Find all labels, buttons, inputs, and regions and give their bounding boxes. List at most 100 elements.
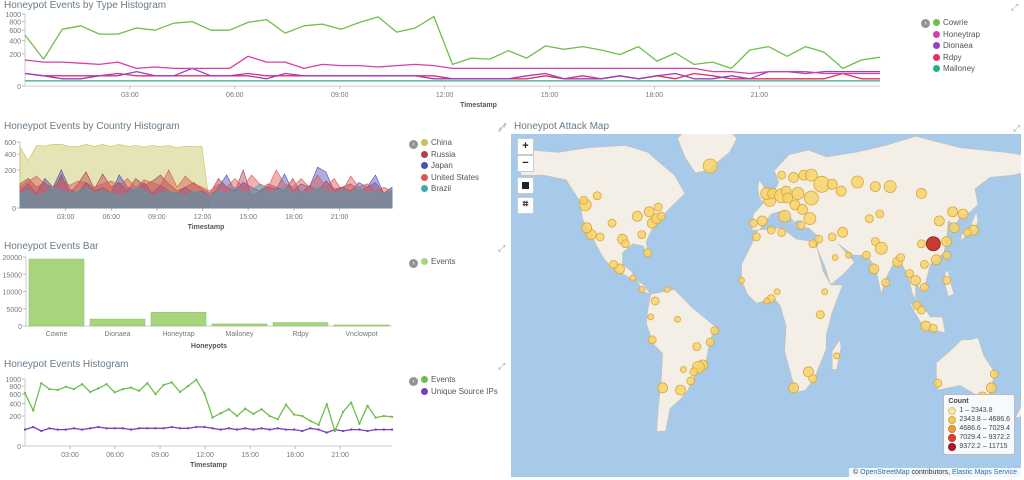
data-point bbox=[31, 425, 35, 429]
attack-marker bbox=[579, 195, 589, 205]
zoom-out-button[interactable]: − bbox=[517, 155, 534, 172]
data-point bbox=[64, 385, 67, 389]
zoom-in-button[interactable]: + bbox=[517, 138, 534, 155]
y-tick-label: 0 bbox=[17, 444, 21, 451]
legend-item[interactable]: United States bbox=[421, 172, 479, 184]
expand-icon[interactable]: ⤢ bbox=[498, 243, 506, 253]
legend-dot bbox=[933, 65, 940, 73]
openstreetmap-link[interactable]: OpenStreetMap bbox=[860, 469, 910, 476]
data-point bbox=[105, 383, 108, 386]
attack-marker bbox=[705, 337, 715, 347]
attack-map[interactable]: + − ⌗ Count 1 – 2343.8 2343.8 – 4686.6 468… bbox=[511, 134, 1021, 477]
legend-label: Unique Source IPs bbox=[431, 386, 498, 396]
data-point bbox=[48, 387, 51, 391]
x-tick-label: 06:00 bbox=[226, 92, 244, 99]
chevron-icon[interactable]: › bbox=[409, 377, 418, 386]
x-tick-label: Mailoney bbox=[225, 331, 254, 338]
chevron-icon[interactable]: › bbox=[409, 259, 418, 268]
data-point bbox=[301, 429, 304, 433]
legend-item[interactable]: Dionaea bbox=[933, 40, 980, 52]
attack-marker bbox=[881, 278, 891, 288]
chevron-icon[interactable]: › bbox=[921, 19, 930, 28]
attack-marker bbox=[875, 209, 885, 219]
data-point bbox=[252, 428, 255, 431]
expand-icon[interactable]: ⤢ bbox=[1013, 123, 1021, 133]
data-point bbox=[244, 407, 247, 410]
legend-dot bbox=[421, 185, 428, 193]
legend-label: Events bbox=[431, 257, 456, 267]
legend-item[interactable]: Cowrie bbox=[933, 17, 980, 29]
legend-label: Rdpy bbox=[943, 52, 962, 62]
data-point bbox=[162, 427, 165, 430]
x-tick-label: Dionaea bbox=[104, 331, 130, 338]
x-tick-label: Rdpy bbox=[292, 331, 309, 338]
data-point bbox=[358, 428, 361, 431]
x-tick-label: 09:00 bbox=[151, 452, 169, 459]
attack-marker bbox=[948, 222, 960, 234]
type-histogram-panel: Honeypot Events by Type Histogram ⤢ 0 200… bbox=[0, 0, 1024, 118]
legend-item[interactable]: Japan bbox=[421, 160, 479, 172]
attack-marker bbox=[815, 310, 825, 320]
map-legend-item: 1 – 2343.8 bbox=[948, 406, 1010, 415]
legend-dot bbox=[421, 139, 428, 147]
attack-marker bbox=[985, 382, 997, 394]
legend-item[interactable]: Brazil bbox=[421, 183, 479, 195]
attack-marker bbox=[808, 374, 818, 384]
draw-rectangle-button[interactable] bbox=[517, 177, 534, 194]
legend-dot bbox=[421, 162, 428, 170]
data-point bbox=[40, 381, 43, 385]
map-legend-item: 9372.2 – 11715 bbox=[948, 442, 1010, 451]
legend-item[interactable]: Rdpy bbox=[933, 52, 980, 64]
landmass-australia bbox=[935, 337, 995, 403]
attack-marker bbox=[791, 187, 805, 200]
legend-item[interactable]: Honeytrap bbox=[933, 29, 980, 41]
x-tick-label: 03:00 bbox=[121, 92, 139, 99]
data-point bbox=[390, 428, 394, 431]
fit-bounds-button[interactable]: ⌗ bbox=[517, 197, 534, 214]
attribution-contributors: contributors, bbox=[911, 469, 951, 476]
crop-icon: ⌗ bbox=[522, 199, 529, 210]
elastic-maps-link[interactable]: Elastic Maps Service bbox=[952, 469, 1017, 476]
legend-item[interactable]: China bbox=[421, 137, 479, 149]
expand-icon[interactable]: ⤢ bbox=[499, 121, 507, 131]
data-point bbox=[137, 427, 141, 430]
x-axis-title: Timestamp bbox=[460, 102, 497, 109]
data-point bbox=[154, 392, 157, 396]
x-tick-label: 15:00 bbox=[241, 452, 259, 459]
world-map[interactable] bbox=[511, 134, 1021, 477]
attack-marker bbox=[778, 209, 792, 223]
data-point bbox=[390, 415, 394, 418]
legend-item[interactable]: Events bbox=[421, 374, 498, 386]
x-tick-label: 15:00 bbox=[239, 214, 257, 221]
map-legend-title: Count bbox=[948, 398, 969, 405]
data-point bbox=[260, 427, 263, 430]
legend-label: Dionaea bbox=[943, 41, 973, 51]
bar-legend: Events bbox=[421, 256, 455, 268]
country-histogram-chart: 0 200 400 600 03:00 06:00 09:00 12:00 15:00 18:00… bbox=[4, 140, 393, 231]
x-axis-title: Honeypots bbox=[191, 343, 227, 350]
data-point bbox=[23, 428, 27, 431]
attack-marker bbox=[933, 378, 943, 388]
attack-marker bbox=[831, 254, 839, 261]
legend-item[interactable]: Unique Source IPs bbox=[421, 386, 498, 398]
expand-icon[interactable]: ⤢ bbox=[498, 361, 506, 371]
x-tick-label: 03:00 bbox=[61, 452, 79, 459]
y-tick-label: 0 bbox=[17, 84, 21, 91]
y-tick-label: 1000 bbox=[5, 377, 21, 384]
expand-icon[interactable]: ⤢ bbox=[498, 123, 506, 133]
legend-item[interactable]: Mailoney bbox=[933, 63, 980, 75]
data-point bbox=[284, 403, 288, 406]
legend-item[interactable]: Russia bbox=[421, 149, 479, 161]
attack-marker bbox=[797, 204, 808, 215]
data-point bbox=[23, 392, 27, 395]
expand-icon[interactable]: ⤢ bbox=[1011, 2, 1019, 12]
series-line-dionaea bbox=[24, 67, 880, 80]
y-tick-label: 0 bbox=[12, 206, 16, 213]
bar-cowrie bbox=[28, 258, 85, 327]
legend-item[interactable]: Events bbox=[421, 256, 455, 268]
data-point bbox=[89, 390, 92, 394]
chevron-icon[interactable]: › bbox=[409, 140, 418, 149]
attack-marker bbox=[686, 376, 696, 386]
map-legend-label: 2343.8 – 4686.6 bbox=[959, 416, 1010, 423]
data-point bbox=[227, 427, 231, 430]
